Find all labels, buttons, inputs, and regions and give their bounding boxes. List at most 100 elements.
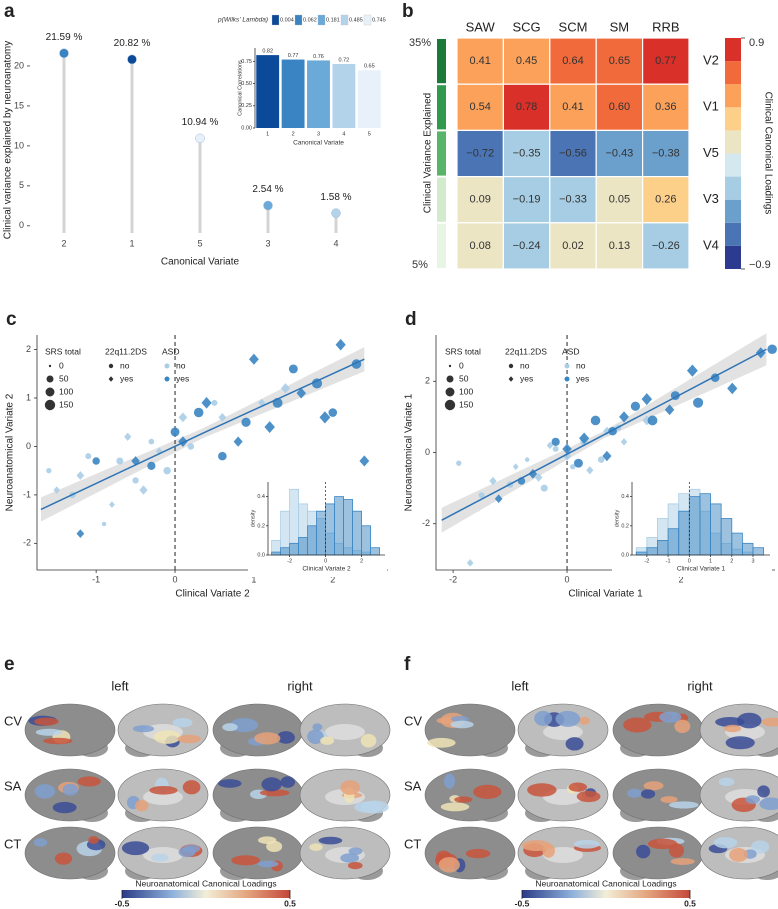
brain-surface — [424, 768, 516, 822]
point — [147, 461, 156, 470]
loading-patch — [568, 782, 588, 792]
y-tick-label: -2 — [422, 518, 430, 528]
histogram-bar — [678, 510, 690, 556]
histogram-bar — [352, 510, 363, 556]
y-tick-label: 0 — [425, 447, 430, 457]
cell-label: 0.02 — [562, 240, 583, 252]
heat-cell — [641, 129, 690, 178]
column-label: SM — [610, 19, 630, 34]
y-axis-label: Neuroanatomical Variate 1 — [404, 393, 415, 511]
legend-size-key — [448, 364, 452, 368]
legend-size-key — [444, 399, 456, 411]
point — [288, 364, 298, 374]
histogram-bar — [271, 551, 282, 556]
colorbar-bin — [725, 222, 741, 246]
loading-patch — [534, 710, 553, 726]
loading-patch — [636, 844, 651, 859]
point — [178, 412, 188, 423]
y-axis-label: Clinical variance explained by neuroanat… — [3, 41, 14, 239]
row-label: SA — [404, 778, 422, 793]
panel-label: e — [4, 654, 15, 675]
panel-label: b — [402, 1, 414, 22]
point — [132, 477, 139, 484]
point — [512, 463, 519, 471]
legend-swatch — [317, 14, 326, 26]
x-tick-label: -1 — [666, 558, 671, 564]
y-axis-label: Canonical Correlations — [237, 60, 243, 116]
loading-patch — [659, 711, 682, 723]
point — [603, 426, 611, 436]
colorbar-bin — [725, 176, 741, 200]
loading-patch — [724, 724, 742, 733]
x-tick-label: 1 — [251, 574, 256, 584]
legend-label: 100 — [59, 386, 73, 396]
column-label: SAW — [466, 19, 496, 34]
y-tick-label: 15 — [14, 100, 24, 110]
legend-color-key — [564, 363, 570, 369]
point — [641, 393, 653, 406]
point — [534, 473, 543, 482]
bar — [256, 55, 280, 128]
y-tick-label: 5 — [19, 180, 24, 190]
value-label: 10.94 % — [182, 117, 219, 128]
legend-label: no — [520, 360, 530, 370]
bar — [357, 70, 381, 128]
legend-title: ASD — [562, 346, 579, 356]
loading-patch — [360, 800, 389, 814]
y-tick-label: 0 — [26, 441, 31, 451]
colorbar-tick-label: −0.9 — [749, 259, 771, 271]
point — [586, 466, 594, 475]
y-tick-label: 0.00 — [241, 125, 252, 131]
loading-patch — [340, 780, 361, 795]
point — [85, 453, 92, 460]
value-label: 0.77 — [288, 53, 299, 59]
variance-bar — [437, 85, 446, 130]
point — [579, 432, 590, 445]
colorbar-title: Clinical Canonical Loadings — [762, 92, 773, 215]
loading-patch — [347, 861, 363, 870]
loading-patch — [34, 784, 56, 799]
point — [602, 450, 612, 462]
loading-patch — [218, 779, 242, 788]
heat-cell — [502, 83, 551, 131]
loading-patch — [640, 789, 656, 799]
histogram-bar — [657, 540, 669, 556]
row-label: V1 — [703, 99, 719, 114]
cell-label: 0.60 — [609, 101, 630, 113]
point — [76, 471, 85, 480]
loading-patch — [231, 855, 261, 866]
point — [552, 445, 559, 452]
legend-title: 22q11.2DS — [105, 346, 147, 356]
legend-label: no — [576, 360, 586, 370]
cell-label: 0.09 — [469, 194, 490, 206]
loading-patch — [259, 789, 290, 797]
brain-surface — [612, 826, 704, 880]
colorbar-bin — [725, 38, 741, 62]
loading-patch — [320, 736, 335, 745]
x-axis-label: Clinical Variate 1 — [568, 589, 643, 600]
loading-patch — [33, 838, 48, 847]
x-tick-label: 4 — [333, 238, 338, 248]
value-label: 21.59 % — [46, 32, 83, 43]
point — [201, 397, 212, 409]
cell-label: 0.45 — [516, 55, 537, 67]
histogram-bar — [720, 518, 733, 556]
legend-title: SRS total — [45, 346, 81, 356]
point — [46, 468, 52, 474]
legend-title: p(Wilks' Lambda) — [217, 17, 268, 24]
point — [248, 353, 259, 365]
value-label: 0.76 — [313, 54, 324, 60]
loading-patch — [761, 717, 778, 727]
legend-size-key — [445, 387, 455, 397]
loading-patch — [52, 801, 77, 814]
x-tick-label: 3 — [317, 131, 320, 137]
legend-label: 50 — [59, 373, 69, 383]
point — [193, 407, 204, 418]
loading-patch — [450, 720, 474, 729]
legend-label: yes — [520, 373, 533, 383]
point — [546, 441, 554, 450]
loading-patch — [555, 710, 581, 727]
row-label: V4 — [703, 237, 719, 252]
cell-label: 0.65 — [609, 55, 630, 67]
